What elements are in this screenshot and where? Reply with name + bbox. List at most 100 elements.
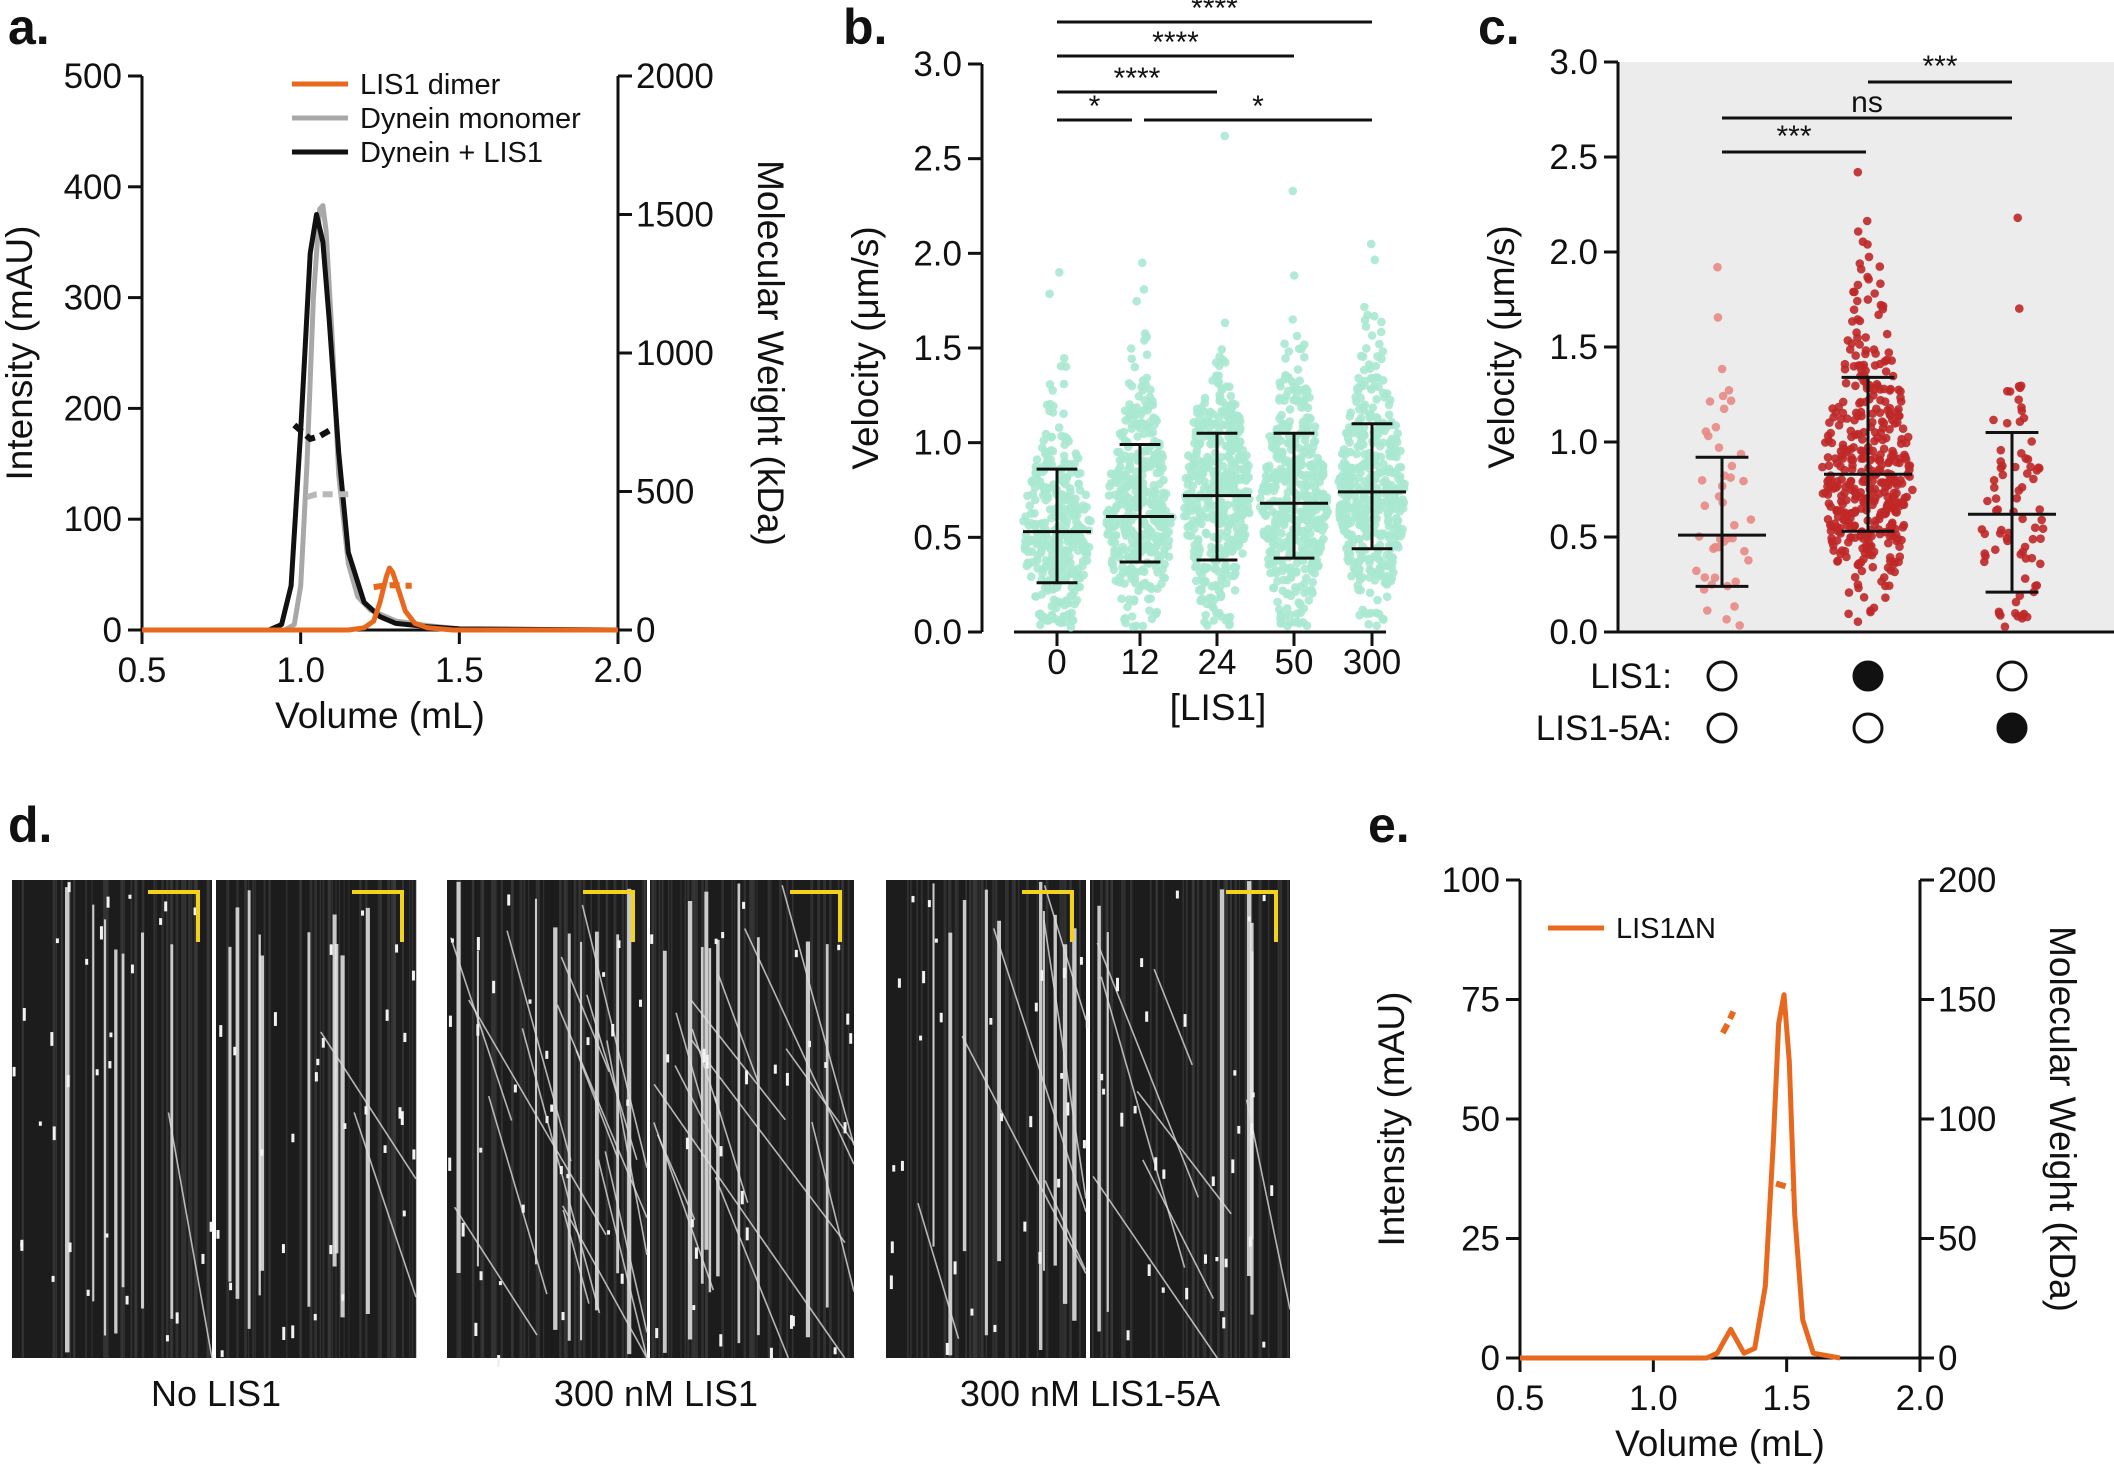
x-tick-label: 1.0: [1629, 1379, 1678, 1418]
kymograph-speck: [602, 972, 606, 977]
data-point: [1127, 536, 1137, 546]
data-point: [1074, 582, 1083, 591]
data-point: [1294, 344, 1304, 354]
data-point: [1874, 310, 1883, 320]
kymograph-speck: [1116, 977, 1120, 992]
kymograph-speck: [1248, 1236, 1252, 1247]
data-point: [2036, 559, 2045, 569]
kymograph-label-300nm-lis1: 300 nM LIS1: [554, 1373, 758, 1414]
data-point: [1288, 315, 1297, 324]
x-axis-title: Volume (mL): [275, 695, 485, 736]
kymograph-speck: [919, 1035, 923, 1041]
data-point: [1838, 499, 1847, 509]
data-point: [1185, 531, 1194, 541]
legend-label: LIS1ΔN: [1616, 913, 1716, 945]
data-point: [2002, 418, 2012, 428]
data-point: [1227, 478, 1236, 488]
data-point: [1279, 542, 1289, 551]
data-point: [1351, 392, 1360, 402]
data-point: [1227, 461, 1236, 470]
kymograph-moving-track: [586, 994, 638, 1161]
data-point: [1703, 606, 1712, 615]
kymograph-speck: [639, 999, 643, 1007]
data-point: [1340, 462, 1350, 472]
data-point: [2020, 574, 2030, 583]
kymograph-speck: [1161, 1287, 1165, 1293]
data-point: [1868, 562, 1878, 572]
data-point: [2014, 395, 2023, 405]
data-point: [1854, 361, 1863, 370]
kymograph-moving-track: [917, 1202, 960, 1339]
kymograph-moving-track: [450, 937, 513, 1121]
data-point: [1307, 521, 1316, 530]
kymograph-speck: [67, 882, 71, 893]
kymograph-speck: [843, 1122, 847, 1134]
data-point: [1300, 395, 1309, 405]
kymograph-speck: [313, 1313, 317, 1321]
data-point: [1304, 596, 1314, 605]
kymograph-moving-track: [575, 1049, 619, 1159]
data-point: [2023, 469, 2032, 478]
data-point: [1155, 479, 1164, 489]
data-point: [1131, 467, 1140, 476]
kymograph-speck: [461, 1222, 465, 1237]
kymograph-speck: [383, 1145, 387, 1153]
kymograph-speck: [719, 1334, 723, 1347]
data-point: [1989, 476, 1999, 485]
data-point: [1230, 499, 1239, 509]
y-tick-label: 100: [1442, 861, 1500, 900]
kymograph-speck: [1262, 1341, 1266, 1348]
data-point: [1144, 541, 1154, 551]
data-point: [1065, 459, 1074, 469]
data-point: [1057, 470, 1066, 480]
data-point: [1868, 409, 1877, 419]
data-point: [1387, 481, 1396, 490]
data-point: [1384, 400, 1394, 410]
data-point: [1145, 606, 1154, 615]
data-point: [1713, 313, 1723, 322]
open-circle-marker: [1852, 712, 1884, 744]
data-point: [1853, 227, 1863, 236]
filled-circle-marker: [1852, 660, 1884, 692]
data-point: [1230, 586, 1240, 595]
data-point: [1281, 370, 1290, 380]
kymograph-speck: [411, 970, 415, 981]
data-point: [1867, 541, 1876, 551]
data-point: [1863, 272, 1872, 282]
data-point: [1730, 520, 1739, 530]
data-point: [1896, 397, 1906, 406]
kymograph-image: [216, 880, 417, 1358]
data-point: [1353, 384, 1362, 393]
kymograph-moving-track: [353, 1112, 417, 1298]
data-point: [1281, 391, 1291, 401]
y2-axis-title: Molecular Weight (kDa): [750, 160, 791, 546]
kymograph-moving-track: [811, 1121, 855, 1292]
kymograph-speck: [1175, 890, 1179, 899]
data-point: [1028, 489, 1038, 499]
data-point: [1195, 414, 1205, 423]
data-point: [1194, 586, 1204, 595]
y-tick-label: 3.0: [1549, 43, 1598, 82]
data-point: [1045, 484, 1054, 493]
kymograph-speck: [1247, 916, 1251, 922]
data-point: [1236, 455, 1245, 464]
data-point: [1740, 546, 1749, 556]
data-point: [1074, 564, 1083, 574]
data-point: [1310, 422, 1320, 431]
data-point: [1127, 419, 1137, 429]
kymograph-label-no-lis1: No LIS1: [151, 1373, 281, 1414]
kymograph-speck: [721, 932, 725, 939]
data-point: [2037, 515, 2046, 525]
kymograph-speck: [1154, 1157, 1158, 1171]
data-point: [1238, 496, 1247, 505]
data-point: [1337, 519, 1347, 529]
data-point: [1059, 354, 1069, 363]
data-point: [1857, 566, 1867, 576]
kymograph-speck: [666, 1054, 670, 1063]
data-point: [1821, 438, 1830, 447]
data-point: [1200, 578, 1209, 588]
data-point: [1031, 592, 1040, 601]
data-point: [1201, 610, 1210, 620]
kymograph-moving-track: [690, 999, 786, 1121]
kymograph-moving-track: [453, 1206, 538, 1336]
